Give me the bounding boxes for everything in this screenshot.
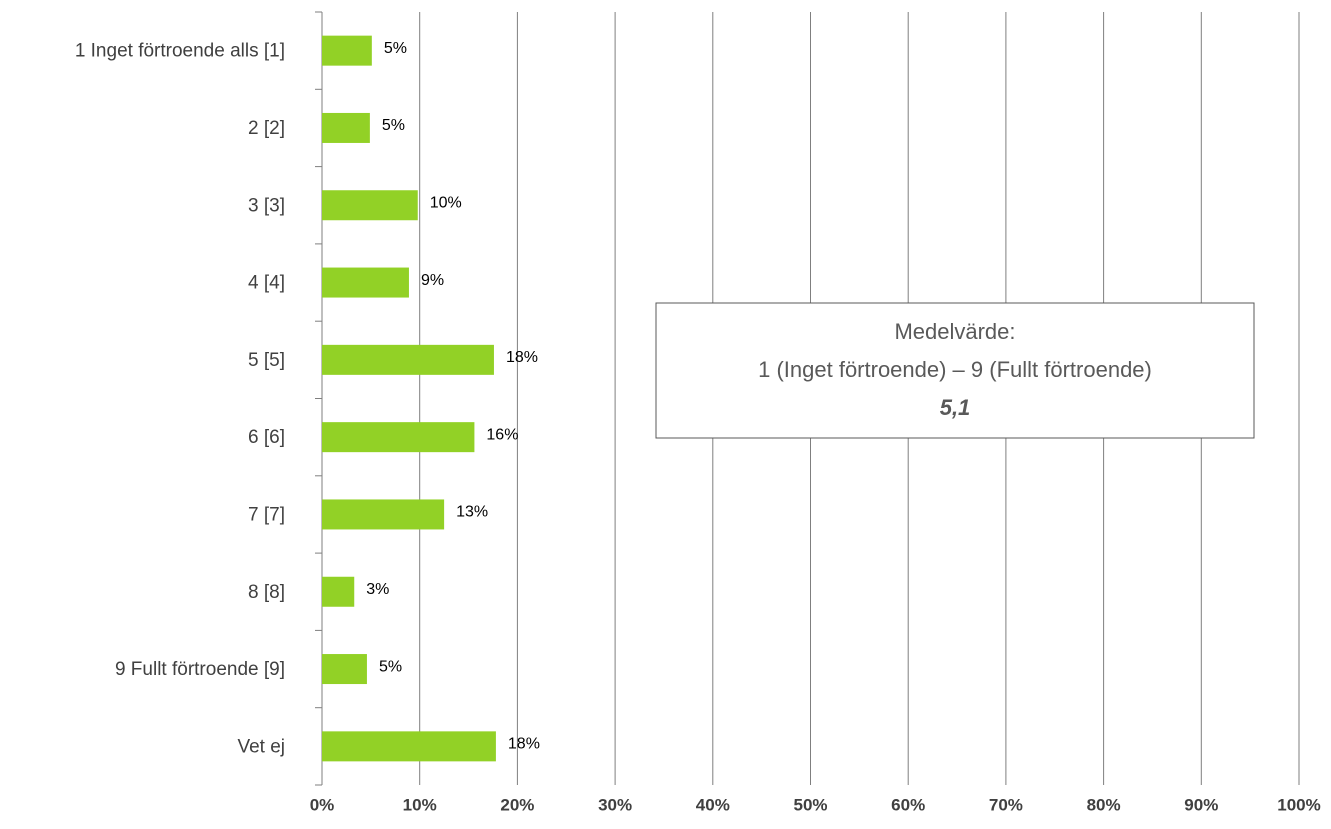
- x-tick-label: 70%: [989, 795, 1023, 814]
- bar: [322, 499, 445, 530]
- data-label: 3%: [366, 581, 389, 598]
- data-label: 18%: [508, 736, 540, 753]
- bar: [322, 190, 418, 221]
- annotation-line: 5,1: [940, 395, 971, 420]
- annotation-line: 1 (Inget förtroende) – 9 (Fullt förtroen…: [758, 357, 1152, 382]
- annotation-box: [655, 302, 1255, 439]
- x-tick-label: 30%: [598, 795, 632, 814]
- y-tick-label: 3 [3]: [248, 195, 285, 216]
- data-label: 5%: [384, 40, 407, 57]
- data-label: 10%: [430, 194, 462, 211]
- y-tick-label: 1 Inget förtroende alls [1]: [75, 41, 285, 62]
- data-label: 13%: [456, 504, 488, 521]
- y-tick-label: 9 Fullt förtroende [9]: [115, 659, 285, 680]
- bar: [322, 267, 409, 298]
- y-tick-label: 4 [4]: [248, 273, 285, 294]
- y-tick-label: 2 [2]: [248, 118, 285, 139]
- annotation-line: Medelvärde:: [894, 319, 1015, 344]
- x-tick-label: 40%: [696, 795, 730, 814]
- x-tick-label: 0%: [310, 795, 335, 814]
- data-label: 18%: [506, 349, 538, 366]
- bar: [322, 344, 494, 375]
- bar: [322, 654, 367, 685]
- x-tick-label: 100%: [1277, 795, 1320, 814]
- bar: [322, 422, 475, 453]
- bar: [322, 112, 370, 143]
- bar: [322, 731, 496, 762]
- bar: [322, 576, 355, 607]
- x-tick-label: 60%: [891, 795, 925, 814]
- y-tick-label: 6 [6]: [248, 427, 285, 448]
- y-tick-label: 5 [5]: [248, 350, 285, 371]
- x-tick-label: 50%: [793, 795, 827, 814]
- y-tick-label: 8 [8]: [248, 582, 285, 603]
- data-label: 5%: [382, 117, 405, 134]
- x-tick-label: 10%: [403, 795, 437, 814]
- data-label: 5%: [379, 658, 402, 675]
- x-tick-label: 80%: [1087, 795, 1121, 814]
- y-tick-label: 7 [7]: [248, 504, 285, 525]
- x-tick-label: 90%: [1184, 795, 1218, 814]
- y-tick-label: Vet ej: [237, 736, 285, 757]
- x-tick-label: 20%: [500, 795, 534, 814]
- data-label: 16%: [486, 426, 518, 443]
- bar: [322, 35, 372, 66]
- data-label: 9%: [421, 272, 444, 289]
